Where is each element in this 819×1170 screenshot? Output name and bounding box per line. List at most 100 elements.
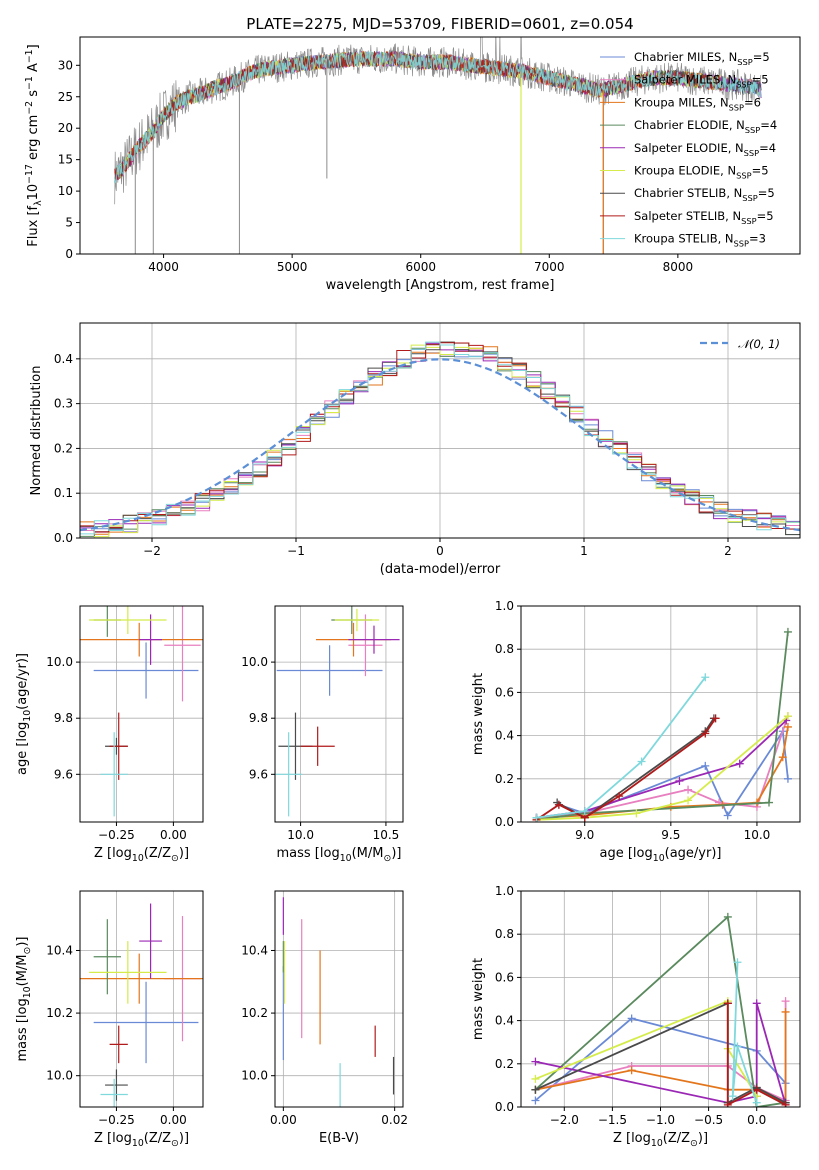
- y-tick-label: 9.6: [54, 767, 73, 781]
- errorbar-point: [80, 953, 203, 1004]
- weight-marker: [783, 774, 792, 783]
- weight-marker: [675, 776, 684, 785]
- x-axis-label: mass [log10(M/M⊙)]: [277, 846, 402, 864]
- legend-entry: Salpeter STELIB, NSSP=5: [634, 209, 774, 226]
- x-axis-label-part: age [log: [600, 846, 653, 861]
- x-tick-label: 0: [436, 544, 444, 558]
- legend-entry-sub: SSP: [737, 57, 752, 67]
- y-tick-label: 1.0: [495, 884, 514, 898]
- plot-area: [114, 37, 762, 254]
- weight-marker: [627, 1066, 636, 1075]
- legend-entry-part: =4: [760, 118, 777, 132]
- x-tick-label: −0.25: [98, 828, 135, 842]
- x-axis-label-part: (Z/Z: [663, 1131, 690, 1146]
- x-tick-label: 10.5: [373, 828, 400, 842]
- panel-residuals: −2 −1 0 1 2 0.0 0.1 0.2 0.3 0.4 (data-model)/error…: [29, 322, 801, 577]
- x-axis-label-sub: 10: [651, 1138, 663, 1149]
- grid: [521, 890, 800, 1108]
- weight-marker: [728, 1092, 737, 1101]
- y-tick-label: 10.4: [46, 943, 73, 957]
- panel-weights-vs-Z: −2.0 −1.5 −1.0 −0.5 0.0 0.0 0.2 0.4 0.6 0.8 1.0 Z […: [471, 884, 801, 1149]
- y-axis-label-sub: 10: [22, 986, 33, 998]
- x-axis-label-part: )]: [698, 1131, 708, 1146]
- y-axis-label: mass [log10(M/M⊙)]: [15, 937, 33, 1062]
- y-tick-label: 0.6: [495, 970, 514, 984]
- legend-entry-part: Salpeter MILES, N: [634, 73, 736, 87]
- x-tick-label: 9.5: [661, 828, 680, 842]
- axes-frame: [79, 322, 801, 539]
- y-tick-label: 0.0: [495, 1100, 514, 1114]
- x-axis-label-part: (data-model)/error: [380, 562, 501, 577]
- weight-marker: [781, 1007, 790, 1016]
- panel-age-vs-mass: 10.0 10.5 9.6 9.8 10.0 mass [log10(M/M⊙)]: [241, 605, 404, 864]
- axes-frame: [520, 890, 801, 1108]
- panel-spectrum: 4000 5000 6000 7000 8000 0 5 10 15 20 25 30 waveleng…: [24, 36, 801, 293]
- x-tick-label: 6000: [405, 260, 436, 274]
- x-tick-label: 4000: [148, 260, 179, 274]
- y-tick-label: 10.0: [46, 655, 73, 669]
- y-axis-label-part: mass [log: [15, 998, 30, 1061]
- weight-marker: [701, 729, 710, 738]
- weight-marker: [781, 1100, 790, 1107]
- y-tick-label: 9.8: [249, 711, 268, 725]
- errorbar-point: [139, 903, 162, 979]
- x-axis-label: (data-model)/error: [380, 562, 501, 577]
- y-tick-label: 0.0: [495, 815, 514, 829]
- y-axis-label-part: 10: [26, 184, 41, 201]
- x-axis-label-sub: ⊙: [171, 853, 179, 864]
- y-axis-label-sup: −1: [24, 49, 35, 63]
- y-axis-label: Flux [fλ10−17 erg cm−2 s−1 A−1]: [24, 44, 44, 246]
- y-axis-label-part: mass weight: [471, 673, 486, 755]
- weight-marker: [684, 785, 693, 794]
- y-tick-label: 0.4: [495, 729, 514, 743]
- x-axis-label: wavelength [Angstrom, rest frame]: [326, 278, 555, 293]
- grid: [275, 891, 403, 1107]
- axes-frame: [79, 890, 204, 1108]
- figure-title: PLATE=2275, MJD=53709, FIBERID=0601, z=0…: [246, 15, 633, 33]
- weight-marker: [531, 1074, 540, 1083]
- weight-line-8: [536, 676, 707, 819]
- y-tick-label: 9.8: [54, 711, 73, 725]
- errorbar-point: [275, 732, 303, 817]
- y-tick-label: 0.0: [54, 531, 73, 545]
- x-axis-label-sub: 10: [132, 1138, 144, 1149]
- errorbar-point: [300, 726, 335, 766]
- plot-area: [80, 341, 800, 538]
- y-tick-label: 10.4: [241, 943, 268, 957]
- x-axis-label-part: Z [log: [613, 1131, 651, 1146]
- errorbar-point: [276, 645, 383, 696]
- y-tick-label: 10: [58, 184, 73, 198]
- weight-marker: [733, 958, 742, 967]
- legend-entry-part: =5: [753, 50, 770, 64]
- legend-entry-part: =5: [752, 73, 769, 87]
- weight-marker: [701, 673, 710, 682]
- plot-area: [80, 903, 203, 1107]
- x-tick-label: 10.0: [287, 828, 314, 842]
- x-axis-label-sub: ⊙: [171, 1138, 179, 1149]
- weight-marker: [735, 759, 744, 768]
- y-axis-label-sup: −2: [24, 101, 35, 115]
- weight-marker: [765, 798, 773, 807]
- x-tick-label: 0.00: [160, 1113, 187, 1127]
- errorbar-point: [100, 732, 128, 817]
- y-tick-label: 0.3: [54, 397, 73, 411]
- y-tick-label: 0.2: [495, 772, 514, 786]
- histogram-8: [80, 341, 800, 535]
- legend-entry: Salpeter MILES, NSSP=5: [634, 73, 769, 90]
- y-axis-label-part: Flux [f: [26, 205, 41, 246]
- y-tick-label: 10.0: [241, 655, 268, 669]
- normal-curve: [80, 358, 800, 532]
- errorbar-point: [93, 981, 199, 1064]
- y-tick-label: 10.2: [241, 1006, 268, 1020]
- y-axis-label-part: s: [26, 90, 41, 101]
- weight-marker: [783, 722, 792, 731]
- x-tick-label: 0.0: [747, 1113, 766, 1127]
- errorbar-point: [109, 712, 128, 780]
- x-axis-label-part: (M/M: [352, 846, 384, 861]
- x-tick-label: −2: [143, 544, 161, 558]
- plot-area: [275, 606, 400, 817]
- legend-entry-sub: SSP: [744, 148, 759, 158]
- histogram-5: [80, 344, 800, 538]
- panel-mass-vs-EBV: 0.00 0.02 10.0 10.2 10.4 E(B-V): [241, 890, 408, 1146]
